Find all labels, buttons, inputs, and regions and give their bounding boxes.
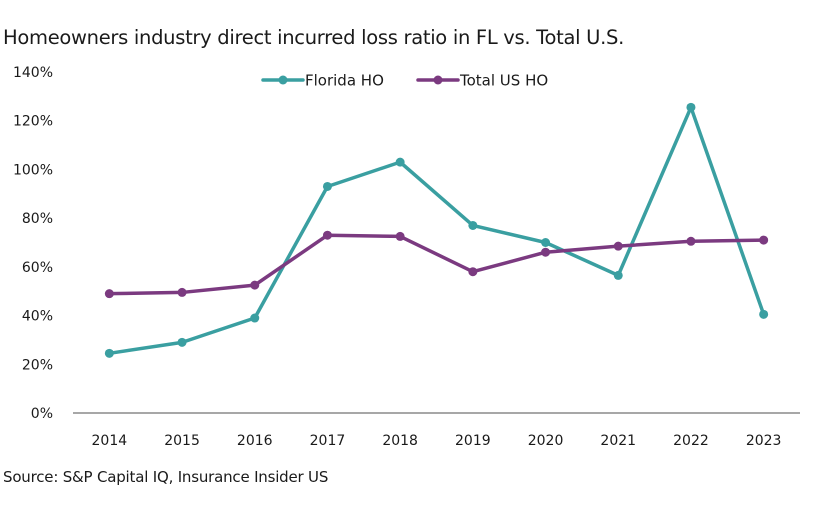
data-point xyxy=(104,289,114,299)
series-total-us-ho xyxy=(104,230,769,299)
series-group xyxy=(104,102,769,358)
x-tick-label: 2014 xyxy=(92,433,128,449)
data-point xyxy=(250,280,260,290)
data-point xyxy=(468,267,478,277)
x-tick-label: 2016 xyxy=(237,433,273,449)
data-point xyxy=(177,287,187,297)
data-point xyxy=(613,241,623,251)
data-point xyxy=(541,247,551,257)
x-axis: 2014 2015 2016 2017 2018 2019 2020 2021 2022 2023 xyxy=(73,412,800,449)
y-tick-label: 20% xyxy=(22,357,53,373)
x-tick-label: 2019 xyxy=(455,433,491,449)
data-point xyxy=(250,313,260,323)
y-tick-label: 140% xyxy=(13,65,53,81)
source-note: Source: S&P Capital IQ, Insurance Inside… xyxy=(3,468,329,486)
data-point xyxy=(759,309,769,319)
legend-item: Total US HO xyxy=(416,72,548,90)
y-axis: 0% 20% 40% 60% 80% 100% 120% 140% xyxy=(13,65,53,422)
data-point xyxy=(395,157,405,167)
series-line xyxy=(107,233,766,296)
series-line xyxy=(107,105,766,356)
x-tick-label: 2021 xyxy=(600,433,636,449)
y-tick-label: 120% xyxy=(13,114,53,130)
data-point xyxy=(541,238,551,247)
x-tick-label: 2022 xyxy=(673,433,709,449)
legend: Florida HO Total US HO xyxy=(261,72,548,90)
data-point xyxy=(395,231,405,241)
series-florida-ho xyxy=(104,102,769,358)
y-tick-label: 100% xyxy=(13,162,53,178)
x-tick-label: 2017 xyxy=(310,433,346,449)
legend-label: Total US HO xyxy=(459,72,548,90)
legend-swatch-marker xyxy=(278,75,288,85)
legend-swatch-marker xyxy=(433,75,443,85)
x-tick-label: 2023 xyxy=(746,433,782,449)
data-point xyxy=(613,270,623,280)
data-point xyxy=(686,236,696,246)
data-point xyxy=(322,230,332,240)
y-tick-label: 60% xyxy=(22,260,53,276)
y-tick-label: 80% xyxy=(22,211,53,227)
data-point xyxy=(468,220,478,230)
data-point xyxy=(177,337,187,347)
y-tick-label: 0% xyxy=(31,406,53,422)
y-tick-label: 40% xyxy=(22,309,53,325)
data-point xyxy=(104,348,114,358)
x-tick-label: 2018 xyxy=(382,433,418,449)
chart-title: Homeowners industry direct incurred loss… xyxy=(3,26,624,49)
legend-item: Florida HO xyxy=(261,72,384,90)
x-tick-label: 2015 xyxy=(164,433,200,449)
x-tick-label: 2020 xyxy=(528,433,564,449)
data-point xyxy=(759,235,769,245)
data-point xyxy=(322,181,332,191)
data-point xyxy=(686,102,696,112)
legend-label: Florida HO xyxy=(305,72,384,90)
